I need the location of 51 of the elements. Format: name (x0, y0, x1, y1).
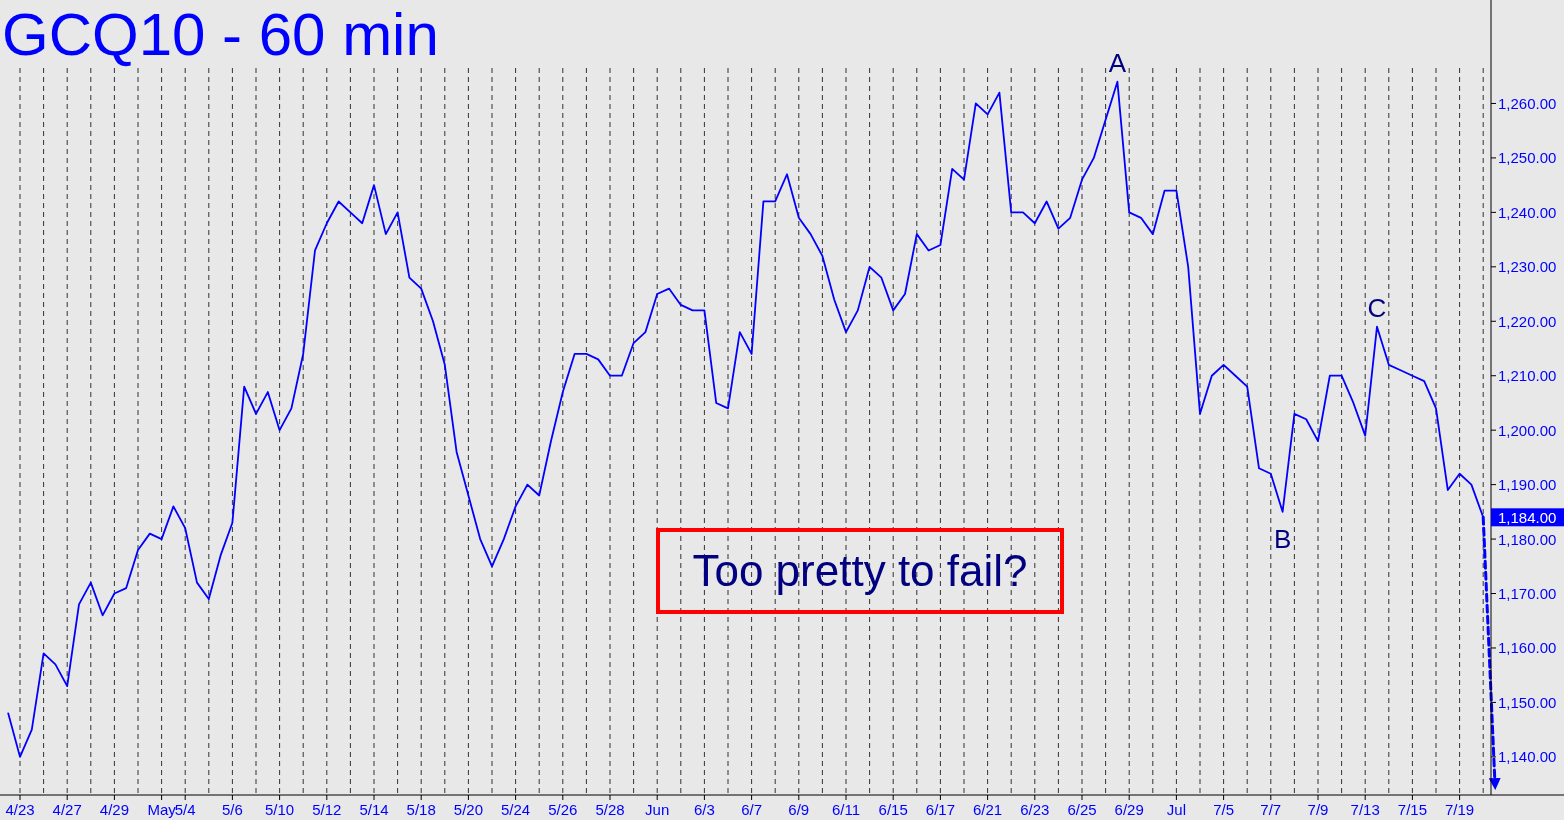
x-tick-label: 7/5 (1213, 801, 1235, 818)
y-tick-label: 1,210.00 (1498, 367, 1557, 385)
x-tick-label: 6/9 (788, 801, 810, 818)
x-tick-label: 5/26 (548, 801, 578, 818)
x-tick-label: 5/6 (221, 801, 243, 818)
x-tick-label: Jul (1166, 801, 1186, 818)
y-tick-label: 1,150.00 (1498, 693, 1557, 711)
x-tick-label: Jun (645, 801, 670, 818)
x-tick-label: 6/7 (741, 801, 763, 818)
annotation: B (1273, 523, 1292, 554)
annotation: A (1108, 47, 1127, 78)
x-tick-label: 6/17 (925, 801, 955, 818)
x-tick-label: 4/27 (52, 801, 82, 818)
x-tick-label: 5/18 (406, 801, 436, 818)
y-tick-label: 1,180.00 (1498, 530, 1557, 548)
y-tick-label: 1,200.00 (1498, 421, 1557, 439)
x-tick-label: 6/23 (1020, 801, 1050, 818)
chart-title: GCQ10 - 60 min (2, 1, 439, 68)
x-tick-label: 7/19 (1445, 801, 1475, 818)
y-tick-label: 1,140.00 (1498, 748, 1557, 766)
y-tick-label: 1,250.00 (1498, 149, 1557, 167)
x-tick-label: 6/11 (831, 801, 861, 818)
x-tick-label: 5/28 (595, 801, 625, 818)
x-tick-label: 7/7 (1260, 801, 1282, 818)
y-tick-label: 1,170.00 (1498, 585, 1557, 603)
y-tick-label: 1,230.00 (1498, 258, 1557, 276)
annotation: C (1367, 292, 1387, 323)
x-tick-label: 5/4 (174, 801, 196, 818)
x-tick-label: 5/12 (312, 801, 342, 818)
y-tick-label: 1,220.00 (1498, 312, 1557, 330)
x-tick-label: 6/15 (878, 801, 908, 818)
y-tick-label: 1,260.00 (1498, 94, 1557, 112)
x-tick-label: 7/13 (1350, 801, 1380, 818)
annotation: 1,184.00 (1498, 508, 1557, 526)
x-tick-label: 5/20 (453, 801, 483, 818)
x-tick-label: 5/24 (501, 801, 531, 818)
x-tick-label: 7/15 (1397, 801, 1427, 818)
x-tick-label: 6/21 (973, 801, 1003, 818)
x-tick-label: 4/29 (99, 801, 129, 818)
x-tick-label: May (147, 801, 177, 818)
annotation: Too pretty to fail? (692, 546, 1028, 595)
x-tick-label: 7/9 (1307, 801, 1329, 818)
x-tick-label: 6/3 (693, 801, 715, 818)
x-tick-label: 6/25 (1067, 801, 1097, 818)
y-tick-label: 1,160.00 (1498, 639, 1557, 657)
x-tick-label: 4/23 (5, 801, 35, 818)
x-tick-label: 5/14 (359, 801, 389, 818)
y-tick-label: 1,240.00 (1498, 203, 1557, 221)
x-tick-label: 6/29 (1114, 801, 1144, 818)
x-tick-label: 5/10 (265, 801, 295, 818)
y-tick-label: 1,190.00 (1498, 476, 1557, 494)
